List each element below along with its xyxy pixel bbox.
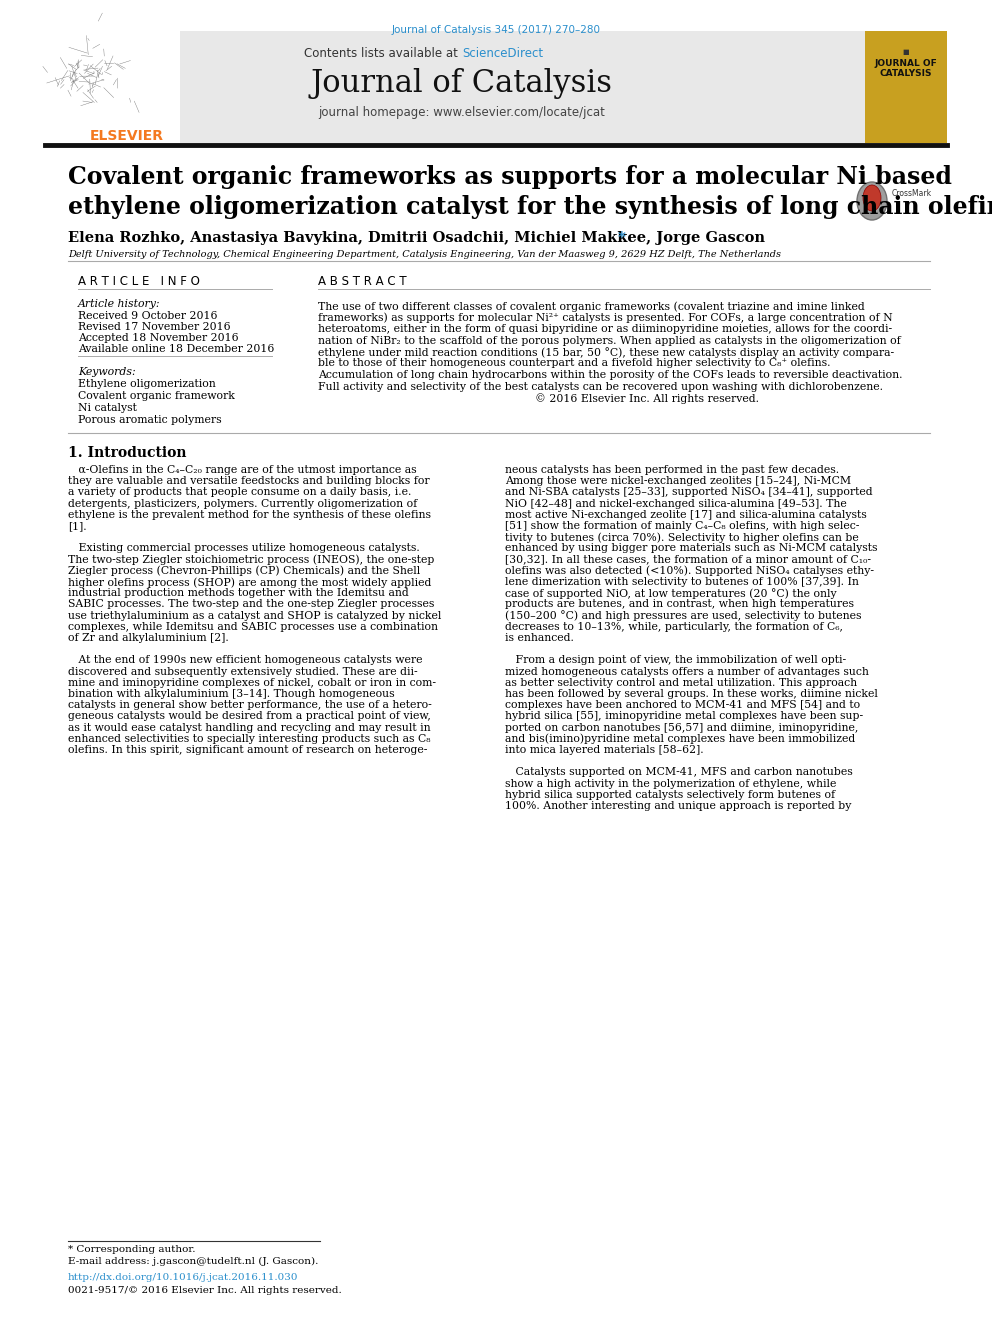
Text: E-mail address: j.gascon@tudelft.nl (J. Gascon).: E-mail address: j.gascon@tudelft.nl (J. … xyxy=(68,1257,318,1266)
Text: into mica layered materials [58–62].: into mica layered materials [58–62]. xyxy=(505,745,703,755)
Text: [30,32]. In all these cases, the formation of a minor amount of C₁₀-: [30,32]. In all these cases, the formati… xyxy=(505,554,871,565)
Text: is enhanced.: is enhanced. xyxy=(505,632,574,643)
Text: The use of two different classes of covalent organic frameworks (covalent triazi: The use of two different classes of cova… xyxy=(318,302,865,311)
Text: enhanced selectivities to specially interesting products such as C₈: enhanced selectivities to specially inte… xyxy=(68,734,431,744)
Text: Ni catalyst: Ni catalyst xyxy=(78,404,137,413)
Text: [51] show the formation of mainly C₄–C₈ olefins, with high selec-: [51] show the formation of mainly C₄–C₈ … xyxy=(505,521,859,531)
Text: Journal of Catalysis: Journal of Catalysis xyxy=(311,67,613,99)
Text: Article history:: Article history: xyxy=(78,299,161,310)
Text: they are valuable and versatile feedstocks and building blocks for: they are valuable and versatile feedstoc… xyxy=(68,476,430,486)
Text: olefins. In this spirit, significant amount of research on heteroge-: olefins. In this spirit, significant amo… xyxy=(68,745,428,755)
Text: mine and iminopyridine complexes of nickel, cobalt or iron in com-: mine and iminopyridine complexes of nick… xyxy=(68,677,436,688)
Text: a variety of products that people consume on a daily basis, i.e.: a variety of products that people consum… xyxy=(68,487,412,497)
Text: Delft University of Technology, Chemical Engineering Department, Catalysis Engin: Delft University of Technology, Chemical… xyxy=(68,250,781,259)
Text: lene dimerization with selectivity to butenes of 100% [37,39]. In: lene dimerization with selectivity to bu… xyxy=(505,577,859,587)
Text: A R T I C L E   I N F O: A R T I C L E I N F O xyxy=(78,275,199,288)
Text: 1. Introduction: 1. Introduction xyxy=(68,446,186,460)
Text: JOURNAL OF
CATALYSIS: JOURNAL OF CATALYSIS xyxy=(875,60,937,78)
Text: hybrid silica [55], iminopyridine metal complexes have been sup-: hybrid silica [55], iminopyridine metal … xyxy=(505,712,863,721)
Text: Full activity and selectivity of the best catalysts can be recovered upon washin: Full activity and selectivity of the bes… xyxy=(318,381,883,392)
Text: case of supported NiO, at low temperatures (20 °C) the only: case of supported NiO, at low temperatur… xyxy=(505,589,836,599)
Text: Existing commercial processes utilize homogeneous catalysts.: Existing commercial processes utilize ho… xyxy=(68,544,420,553)
Text: Ziegler process (Chevron-Phillips (CP) Chemicals) and the Shell: Ziegler process (Chevron-Phillips (CP) C… xyxy=(68,566,421,577)
Text: of Zr and alkylaluminium [2].: of Zr and alkylaluminium [2]. xyxy=(68,632,229,643)
Text: ScienceDirect: ScienceDirect xyxy=(462,48,544,60)
Text: complexes have been anchored to MCM-41 and MFS [54] and to: complexes have been anchored to MCM-41 a… xyxy=(505,700,860,710)
Text: Among those were nickel-exchanged zeolites [15–24], Ni-MCM: Among those were nickel-exchanged zeolit… xyxy=(505,476,851,486)
Text: complexes, while Idemitsu and SABIC processes use a combination: complexes, while Idemitsu and SABIC proc… xyxy=(68,622,438,632)
Text: [1].: [1]. xyxy=(68,521,86,531)
Text: A B S T R A C T: A B S T R A C T xyxy=(318,275,407,288)
Ellipse shape xyxy=(857,183,887,220)
Text: 0021-9517/© 2016 Elsevier Inc. All rights reserved.: 0021-9517/© 2016 Elsevier Inc. All right… xyxy=(68,1286,342,1295)
Text: tivity to butenes (circa 70%). Selectivity to higher olefins can be: tivity to butenes (circa 70%). Selectivi… xyxy=(505,532,859,542)
Text: 100%. Another interesting and unique approach is reported by: 100%. Another interesting and unique app… xyxy=(505,800,851,811)
Text: © 2016 Elsevier Inc. All rights reserved.: © 2016 Elsevier Inc. All rights reserved… xyxy=(318,393,759,404)
Text: SABIC processes. The two-step and the one-step Ziegler processes: SABIC processes. The two-step and the on… xyxy=(68,599,434,610)
Text: bination with alkylaluminium [3–14]. Though homogeneous: bination with alkylaluminium [3–14]. Tho… xyxy=(68,689,395,699)
Text: Available online 18 December 2016: Available online 18 December 2016 xyxy=(78,344,275,355)
Text: hybrid silica supported catalysts selectively form butenes of: hybrid silica supported catalysts select… xyxy=(505,790,835,800)
Text: catalysts in general show better performance, the use of a hetero-: catalysts in general show better perform… xyxy=(68,700,432,710)
Text: show a high activity in the polymerization of ethylene, while: show a high activity in the polymerizati… xyxy=(505,779,836,789)
Text: Journal of Catalysis 345 (2017) 270–280: Journal of Catalysis 345 (2017) 270–280 xyxy=(392,25,600,34)
Text: ble to those of their homogeneous counterpart and a fivefold higher selectivity : ble to those of their homogeneous counte… xyxy=(318,359,830,369)
Text: Accepted 18 November 2016: Accepted 18 November 2016 xyxy=(78,333,239,343)
Text: NiO [42–48] and nickel-exchanged silica-alumina [49–53]. The: NiO [42–48] and nickel-exchanged silica-… xyxy=(505,499,847,508)
Text: Revised 17 November 2016: Revised 17 November 2016 xyxy=(78,321,230,332)
Text: neous catalysts has been performed in the past few decades.: neous catalysts has been performed in th… xyxy=(505,464,839,475)
Text: Received 9 October 2016: Received 9 October 2016 xyxy=(78,311,217,321)
Text: use triethylaluminium as a catalyst and SHOP is catalyzed by nickel: use triethylaluminium as a catalyst and … xyxy=(68,611,441,620)
Text: ethylene under mild reaction conditions (15 bar, 50 °C), these new catalysts dis: ethylene under mild reaction conditions … xyxy=(318,347,894,359)
Text: as better selectivity control and metal utilization. This approach: as better selectivity control and metal … xyxy=(505,677,857,688)
Text: At the end of 1990s new efficient homogeneous catalysts were: At the end of 1990s new efficient homoge… xyxy=(68,655,423,665)
Text: ported on carbon nanotubes [56,57] and diimine, iminopyridine,: ported on carbon nanotubes [56,57] and d… xyxy=(505,722,858,733)
Text: Covalent organic framework: Covalent organic framework xyxy=(78,392,235,401)
Text: industrial production methods together with the Idemitsu and: industrial production methods together w… xyxy=(68,589,409,598)
Text: α-Olefins in the C₄–C₂₀ range are of the utmost importance as: α-Olefins in the C₄–C₂₀ range are of the… xyxy=(68,464,417,475)
Ellipse shape xyxy=(863,185,881,210)
Text: frameworks) as supports for molecular Ni²⁺ catalysts is presented. For COFs, a l: frameworks) as supports for molecular Ni… xyxy=(318,312,893,323)
Text: mized homogeneous catalysts offers a number of advantages such: mized homogeneous catalysts offers a num… xyxy=(505,667,869,676)
Text: Keywords:: Keywords: xyxy=(78,366,136,377)
Text: has been followed by several groups. In these works, diimine nickel: has been followed by several groups. In … xyxy=(505,689,878,699)
Text: Contents lists available at: Contents lists available at xyxy=(305,48,462,60)
Bar xyxy=(45,30,180,143)
Text: detergents, plasticizers, polymers. Currently oligomerization of: detergents, plasticizers, polymers. Curr… xyxy=(68,499,418,508)
Text: higher olefins process (SHOP) are among the most widely applied: higher olefins process (SHOP) are among … xyxy=(68,577,432,587)
Text: geneous catalysts would be desired from a practical point of view,: geneous catalysts would be desired from … xyxy=(68,712,431,721)
Text: Porous aromatic polymers: Porous aromatic polymers xyxy=(78,415,221,425)
Text: From a design point of view, the immobilization of well opti-: From a design point of view, the immobil… xyxy=(505,655,846,665)
Bar xyxy=(45,30,865,143)
Text: decreases to 10–13%, while, particularly, the formation of C₆,: decreases to 10–13%, while, particularly… xyxy=(505,622,843,632)
Text: discovered and subsequently extensively studied. These are dii-: discovered and subsequently extensively … xyxy=(68,667,418,676)
Bar xyxy=(865,30,947,143)
Text: products are butenes, and in contrast, when high temperatures: products are butenes, and in contrast, w… xyxy=(505,599,854,610)
Text: journal homepage: www.elsevier.com/locate/jcat: journal homepage: www.elsevier.com/locat… xyxy=(318,106,605,119)
Text: nation of NiBr₂ to the scaffold of the porous polymers. When applied as catalyst: nation of NiBr₂ to the scaffold of the p… xyxy=(318,336,901,345)
Text: and Ni-SBA catalysts [25–33], supported NiSO₄ [34–41], supported: and Ni-SBA catalysts [25–33], supported … xyxy=(505,487,873,497)
Text: ethylene is the prevalent method for the synthesis of these olefins: ethylene is the prevalent method for the… xyxy=(68,509,431,520)
Text: and bis(imino)pyridine metal complexes have been immobilized: and bis(imino)pyridine metal complexes h… xyxy=(505,734,855,745)
Text: *: * xyxy=(618,232,626,245)
Text: Covalent organic frameworks as supports for a molecular Ni based
ethylene oligom: Covalent organic frameworks as supports … xyxy=(68,165,992,218)
Text: Elena Rozhko, Anastasiya Bavykina, Dmitrii Osadchii, Michiel Makkee, Jorge Gasco: Elena Rozhko, Anastasiya Bavykina, Dmitr… xyxy=(68,232,765,245)
Text: ELSEVIER: ELSEVIER xyxy=(90,130,164,143)
Text: olefins was also detected (<10%). Supported NiSO₄ catalyses ethy-: olefins was also detected (<10%). Suppor… xyxy=(505,566,874,577)
Text: most active Ni-exchanged zeolite [17] and silica-alumina catalysts: most active Ni-exchanged zeolite [17] an… xyxy=(505,509,867,520)
Text: * Corresponding author.: * Corresponding author. xyxy=(68,1245,195,1254)
Text: Catalysts supported on MCM-41, MFS and carbon nanotubes: Catalysts supported on MCM-41, MFS and c… xyxy=(505,767,853,778)
Text: (150–200 °C) and high pressures are used, selectivity to butenes: (150–200 °C) and high pressures are used… xyxy=(505,611,861,622)
Text: Accumulation of long chain hydrocarbons within the porosity of the COFs leads to: Accumulation of long chain hydrocarbons … xyxy=(318,370,903,380)
Text: http://dx.doi.org/10.1016/j.jcat.2016.11.030: http://dx.doi.org/10.1016/j.jcat.2016.11… xyxy=(68,1273,299,1282)
Text: CrossMark: CrossMark xyxy=(892,188,932,197)
Text: The two-step Ziegler stoichiometric process (INEOS), the one-step: The two-step Ziegler stoichiometric proc… xyxy=(68,554,434,565)
Text: enhanced by using bigger pore materials such as Ni-MCM catalysts: enhanced by using bigger pore materials … xyxy=(505,544,878,553)
Text: as it would ease catalyst handling and recycling and may result in: as it would ease catalyst handling and r… xyxy=(68,722,431,733)
Text: heteroatoms, either in the form of quasi bipyridine or as diiminopyridine moieti: heteroatoms, either in the form of quasi… xyxy=(318,324,892,333)
Text: ■: ■ xyxy=(903,49,910,56)
Text: Ethylene oligomerization: Ethylene oligomerization xyxy=(78,378,215,389)
